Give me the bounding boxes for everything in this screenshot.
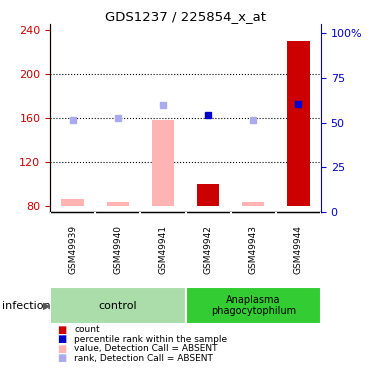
Title: GDS1237 / 225854_x_at: GDS1237 / 225854_x_at <box>105 10 266 23</box>
Text: GSM49943: GSM49943 <box>249 225 258 274</box>
Text: percentile rank within the sample: percentile rank within the sample <box>74 335 227 344</box>
Text: infection: infection <box>2 301 50 310</box>
Text: GSM49940: GSM49940 <box>113 225 122 274</box>
Text: GSM49944: GSM49944 <box>294 225 303 274</box>
Text: ■: ■ <box>58 334 67 344</box>
Bar <box>61 199 84 206</box>
Text: control: control <box>98 301 137 310</box>
Bar <box>106 202 129 206</box>
Text: GSM49941: GSM49941 <box>158 225 167 274</box>
Text: GSM49939: GSM49939 <box>68 225 77 274</box>
Text: GSM49942: GSM49942 <box>204 225 213 274</box>
Text: Anaplasma
phagocytophilum: Anaplasma phagocytophilum <box>211 295 296 316</box>
Text: value, Detection Call = ABSENT: value, Detection Call = ABSENT <box>74 344 218 353</box>
Bar <box>152 120 174 206</box>
Bar <box>50 287 186 324</box>
Text: ■: ■ <box>58 353 67 363</box>
Text: rank, Detection Call = ABSENT: rank, Detection Call = ABSENT <box>74 354 213 363</box>
Text: ▶: ▶ <box>43 301 50 310</box>
Bar <box>287 41 310 206</box>
Bar <box>242 202 265 206</box>
Bar <box>186 287 321 324</box>
Text: ■: ■ <box>58 344 67 354</box>
Text: ■: ■ <box>58 325 67 335</box>
Text: count: count <box>74 326 100 334</box>
Bar <box>197 184 219 206</box>
